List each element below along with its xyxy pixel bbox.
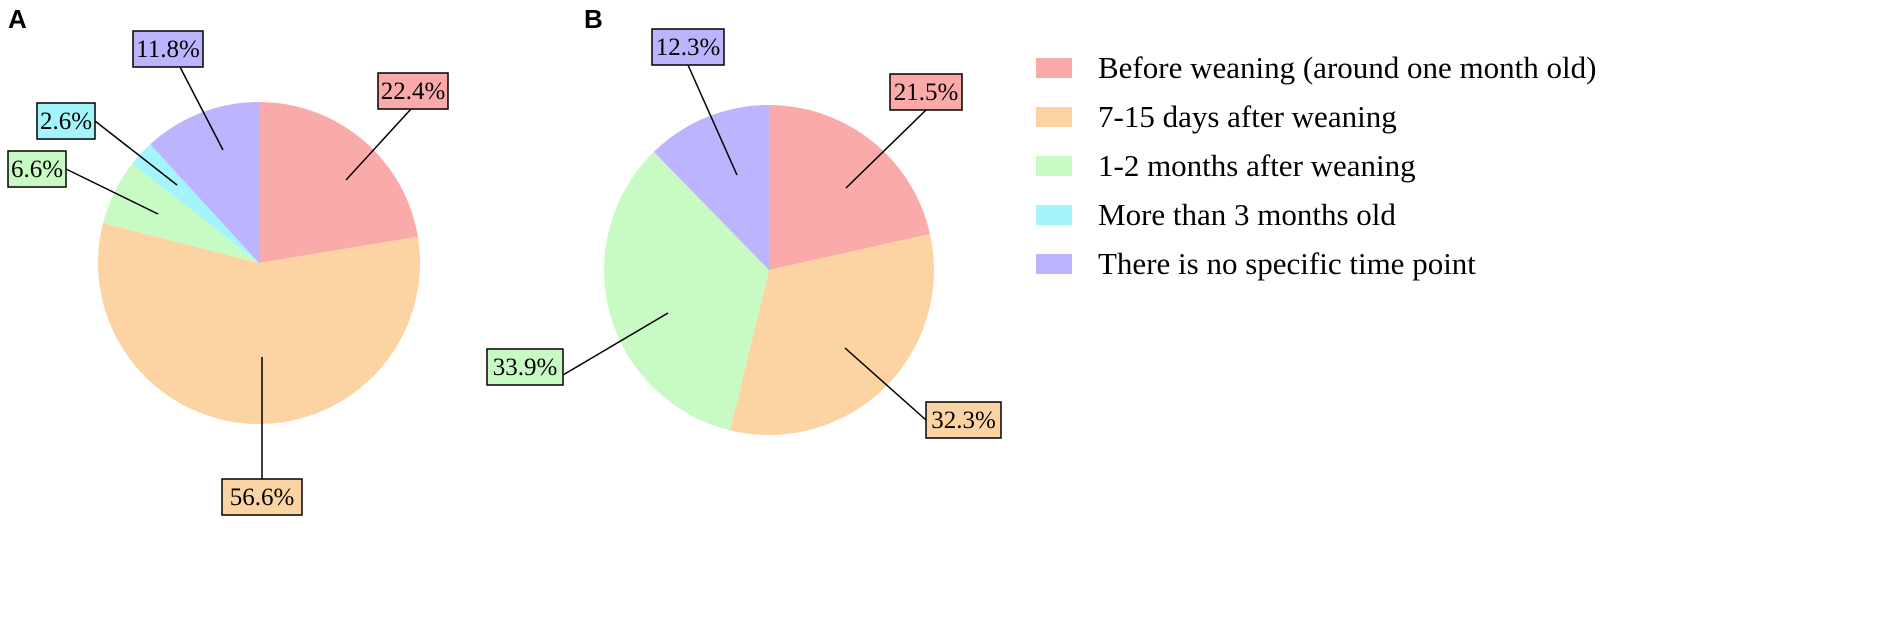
pie-a-leader-line-more-than-3-months-old: [94, 120, 178, 186]
pie-a-slices: [97, 102, 420, 424]
legend-item-more-than-3-months-old: More than 3 months old: [1036, 197, 1396, 232]
pie-a-label-box-7-15-days-after-weaning: [221, 478, 303, 516]
pie-a-slice-more-than-3-months-old: [132, 144, 259, 263]
legend-swatch: [1036, 254, 1072, 274]
pie-a-slice-there-is-no-specific-time-point: [150, 102, 259, 263]
pie-b-slice-1-2-months-after-weaning: [604, 151, 769, 431]
pie-a-leader-line-there-is-no-specific-time-point: [179, 66, 224, 151]
panel-letter-a: A: [8, 4, 27, 34]
pie-b-label-1-2-months-after-weaning: 33.9%: [493, 354, 558, 381]
legend-swatch: [1036, 58, 1072, 78]
pie-b-label-box-there-is-no-specific-time-point: [651, 28, 725, 66]
pie-a-slice-1-2-months-after-weaning: [103, 163, 260, 263]
pie-b-slice-7-15-days-after-weaning: [729, 234, 934, 435]
pie-a-slice-before-weaning-around-one-month-old: [259, 102, 418, 263]
pie-b-slices: [604, 105, 934, 435]
pie-b-label-box-7-15-days-after-weaning: [925, 401, 1002, 439]
pie-b-slice-before-weaning-around-one-month-old: [769, 105, 931, 270]
pie-b-label-there-is-no-specific-time-point: 12.3%: [656, 34, 721, 61]
legend-item-1-2-months-after-weaning: 1-2 months after weaning: [1036, 148, 1416, 183]
legend-label: There is no specific time point: [1098, 246, 1476, 281]
pie-chart-a: A 22.4% 56.6% 6.6% 2.6% 11.8%: [7, 4, 449, 516]
pie-b-labels: 21.5% 32.3% 33.9% 12.3%: [486, 28, 1002, 439]
pie-a-labels: 22.4% 56.6% 6.6% 2.6% 11.8%: [7, 30, 449, 516]
pie-a-label-box-more-than-3-months-old: [36, 102, 96, 140]
pie-b-label-box-before-weaning-around-one-month-old: [889, 73, 963, 111]
legend-swatch: [1036, 205, 1072, 225]
pie-a-label-box-1-2-months-after-weaning: [7, 150, 67, 188]
pie-a-label-box-there-is-no-specific-time-point: [132, 30, 204, 68]
legend-label: 7-15 days after weaning: [1098, 99, 1397, 134]
pie-chart-b: B 21.5% 32.3% 33.9% 12.3%: [486, 4, 1002, 439]
pie-b-leader-line-before-weaning-around-one-month-old: [845, 109, 927, 189]
pie-a-slice-7-15-days-after-weaning: [97, 222, 420, 424]
pie-a-leader-line-before-weaning-around-one-month-old: [345, 108, 412, 181]
pie-a-label-box-before-weaning-around-one-month-old: [377, 72, 449, 110]
pie-b-label-7-15-days-after-weaning: 32.3%: [931, 407, 996, 434]
pie-b-slice-there-is-no-specific-time-point: [653, 105, 769, 270]
legend-label: Before weaning (around one month old): [1098, 50, 1596, 85]
legend-label: More than 3 months old: [1098, 197, 1396, 232]
panel-letter-b: B: [584, 4, 603, 34]
legend-item-7-15-days-after-weaning: 7-15 days after weaning: [1036, 99, 1397, 134]
legend-label: 1-2 months after weaning: [1098, 148, 1416, 183]
legend-item-before-weaning-around-one-month-old: Before weaning (around one month old): [1036, 50, 1596, 85]
pie-b-leader-line-there-is-no-specific-time-point: [687, 64, 738, 176]
legend: Before weaning (around one month old) 7-1…: [1036, 50, 1596, 281]
legend-swatch: [1036, 156, 1072, 176]
pie-a-label-there-is-no-specific-time-point: 11.8%: [136, 36, 200, 63]
pie-a-label-before-weaning-around-one-month-old: 22.4%: [381, 78, 446, 105]
pie-b-leader-line-7-15-days-after-weaning: [844, 347, 927, 421]
pie-b-leader-line-1-2-months-after-weaning: [562, 312, 669, 376]
pie-a-label-more-than-3-months-old: 2.6%: [40, 108, 92, 135]
legend-item-there-is-no-specific-time-point: There is no specific time point: [1036, 246, 1476, 281]
pie-b-label-before-weaning-around-one-month-old: 21.5%: [894, 79, 959, 106]
pie-a-label-7-15-days-after-weaning: 56.6%: [230, 484, 295, 511]
legend-swatch: [1036, 107, 1072, 127]
pie-a-label-1-2-months-after-weaning: 6.6%: [11, 156, 63, 183]
pie-a-leader-line-1-2-months-after-weaning: [65, 168, 159, 215]
pie-b-label-box-1-2-months-after-weaning: [486, 348, 564, 386]
